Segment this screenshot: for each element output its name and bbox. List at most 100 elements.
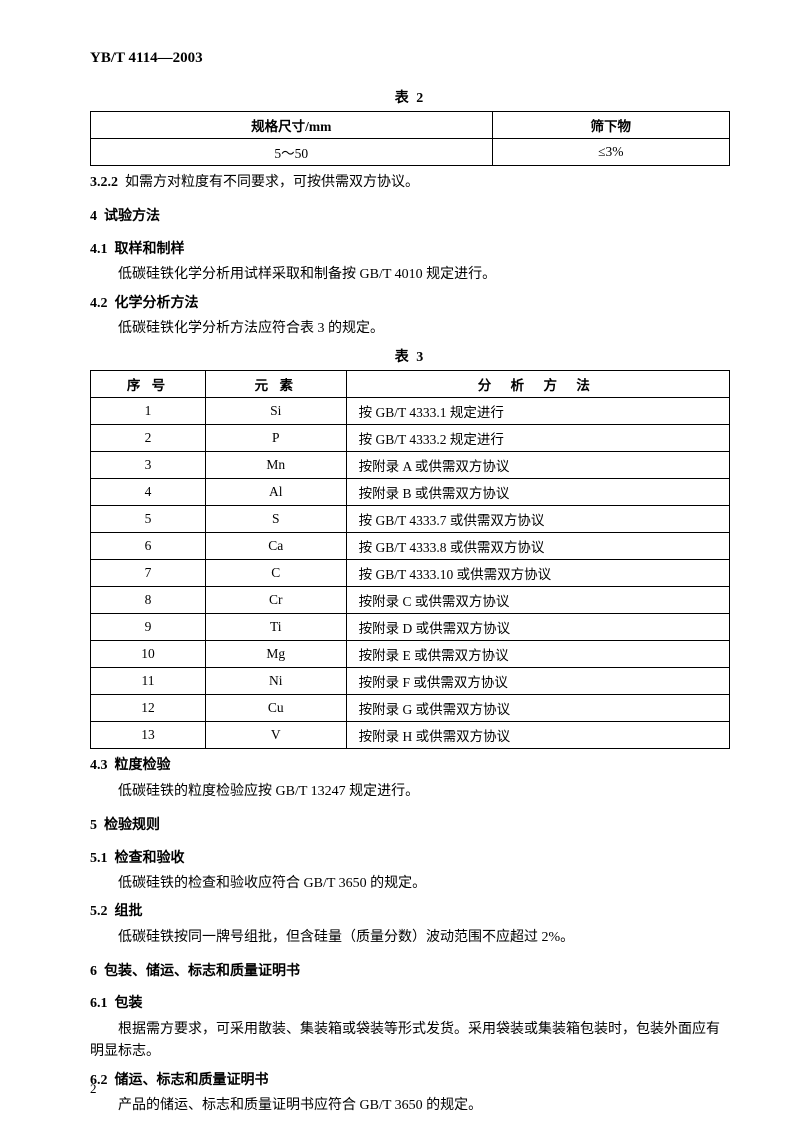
body-5-2: 低碳硅铁按同一牌号组批，但含硅量（质量分数）波动范围不应超过 2%。: [90, 927, 730, 949]
table3-method: 按附录 B 或供需双方协议: [346, 479, 729, 506]
table3-method: 按 GB/T 4333.8 或供需双方协议: [346, 533, 729, 560]
title-6-1: 包装: [115, 996, 143, 1011]
title-4-2: 化学分析方法: [115, 296, 199, 311]
sec-6: 6 包装、储运、标志和质量证明书: [90, 961, 730, 983]
sec-5-1: 5.1 检查和验收: [90, 848, 730, 870]
table3-elem: V: [206, 722, 347, 749]
table3-elem: Ca: [206, 533, 347, 560]
table-row: 8Cr按附录 C 或供需双方协议: [91, 587, 730, 614]
table3-col0: 序 号: [91, 371, 206, 398]
table-row: 10Mg按附录 E 或供需双方协议: [91, 641, 730, 668]
table3-elem: Mn: [206, 452, 347, 479]
table-row: 11Ni按附录 F 或供需双方协议: [91, 668, 730, 695]
body-4-1: 低碳硅铁化学分析用试样采取和制备按 GB/T 4010 规定进行。: [90, 264, 730, 286]
sec-6-2: 6.2 储运、标志和质量证明书: [90, 1070, 730, 1092]
sec-4: 4 试验方法: [90, 206, 730, 228]
table3-seq: 8: [91, 587, 206, 614]
body-4-2: 低碳硅铁化学分析方法应符合表 3 的规定。: [90, 318, 730, 340]
table3-elem: P: [206, 425, 347, 452]
num-5: 5: [90, 818, 97, 833]
table3-caption: 表 3: [90, 346, 730, 366]
table3-elem: Cr: [206, 587, 347, 614]
table3-elem: Si: [206, 398, 347, 425]
title-6-2: 储运、标志和质量证明书: [115, 1073, 269, 1088]
sec-5: 5 检验规则: [90, 815, 730, 837]
table3-elem: C: [206, 560, 347, 587]
table3-method: 按附录 D 或供需双方协议: [346, 614, 729, 641]
table3-elem: Cu: [206, 695, 347, 722]
para-3-2-2: 3.2.2 如需方对粒度有不同要求，可按供需双方协议。: [90, 172, 730, 194]
table3-method: 按附录 A 或供需双方协议: [346, 452, 729, 479]
table3-method: 按附录 H 或供需双方协议: [346, 722, 729, 749]
num-6: 6: [90, 964, 97, 979]
num-4-3: 4.3: [90, 758, 108, 773]
sec-4-1: 4.1 取样和制样: [90, 239, 730, 261]
table3-elem: Ni: [206, 668, 347, 695]
title-4: 试验方法: [104, 209, 160, 224]
title-4-3: 粒度检验: [115, 758, 171, 773]
title-5: 检验规则: [104, 818, 160, 833]
title-4-1: 取样和制样: [115, 242, 185, 257]
table3-method: 按附录 G 或供需双方协议: [346, 695, 729, 722]
title-6: 包装、储运、标志和质量证明书: [104, 964, 300, 979]
table-row: 12Cu按附录 G 或供需双方协议: [91, 695, 730, 722]
num-4-2: 4.2: [90, 296, 108, 311]
table3-method: 按 GB/T 4333.1 规定进行: [346, 398, 729, 425]
table3-seq: 6: [91, 533, 206, 560]
table2-cell-0-1: ≤3%: [492, 139, 729, 166]
table3-seq: 13: [91, 722, 206, 749]
table3-method: 按附录 F 或供需双方协议: [346, 668, 729, 695]
body-6-2: 产品的储运、标志和质量证明书应符合 GB/T 3650 的规定。: [90, 1095, 730, 1117]
table3-seq: 11: [91, 668, 206, 695]
table3-seq: 3: [91, 452, 206, 479]
body-6-1: 根据需方要求，可采用散装、集装箱或袋装等形式发货。采用袋装或集装箱包装时，包装外…: [90, 1019, 730, 1064]
table3-seq: 12: [91, 695, 206, 722]
table-row: 2P按 GB/T 4333.2 规定进行: [91, 425, 730, 452]
table3-method: 按 GB/T 4333.2 规定进行: [346, 425, 729, 452]
text-3-2-2: 如需方对粒度有不同要求，可按供需双方协议。: [125, 175, 419, 190]
table2-cell-0-0: 5～50: [91, 139, 493, 166]
table3-seq: 1: [91, 398, 206, 425]
table3-method: 按附录 C 或供需双方协议: [346, 587, 729, 614]
table-row: 1Si按 GB/T 4333.1 规定进行: [91, 398, 730, 425]
table3-seq: 4: [91, 479, 206, 506]
table3-method: 按 GB/T 4333.7 或供需双方协议: [346, 506, 729, 533]
table3-seq: 2: [91, 425, 206, 452]
table-row: 9Ti按附录 D 或供需双方协议: [91, 614, 730, 641]
table2-col1: 筛下物: [492, 112, 729, 139]
table3-seq: 5: [91, 506, 206, 533]
table-row: 4Al按附录 B 或供需双方协议: [91, 479, 730, 506]
table-row: 3Mn按附录 A 或供需双方协议: [91, 452, 730, 479]
table3-seq: 7: [91, 560, 206, 587]
body-5-1: 低碳硅铁的检查和验收应符合 GB/T 3650 的规定。: [90, 873, 730, 895]
num-6-1: 6.1: [90, 996, 108, 1011]
table-row: 5S按 GB/T 4333.7 或供需双方协议: [91, 506, 730, 533]
sec-4-2: 4.2 化学分析方法: [90, 293, 730, 315]
sec-5-2: 5.2 组批: [90, 901, 730, 923]
table3-col1: 元 素: [206, 371, 347, 398]
table2-col0: 规格尺寸/mm: [91, 112, 493, 139]
table3-col2: 分 析 方 法: [346, 371, 729, 398]
table3-elem: S: [206, 506, 347, 533]
num-5-2: 5.2: [90, 904, 108, 919]
table-row: 13V按附录 H 或供需双方协议: [91, 722, 730, 749]
table3-seq: 9: [91, 614, 206, 641]
table3-elem: Ti: [206, 614, 347, 641]
table2: 规格尺寸/mm 筛下物 5～50 ≤3%: [90, 111, 730, 166]
table3: 序 号 元 素 分 析 方 法 1Si按 GB/T 4333.1 规定进行2P按…: [90, 370, 730, 749]
table3-elem: Al: [206, 479, 347, 506]
sec-6-1: 6.1 包装: [90, 993, 730, 1015]
table3-seq: 10: [91, 641, 206, 668]
table-row: 6Ca按 GB/T 4333.8 或供需双方协议: [91, 533, 730, 560]
num-4-1: 4.1: [90, 242, 108, 257]
num-5-1: 5.1: [90, 851, 108, 866]
table3-method: 按 GB/T 4333.10 或供需双方协议: [346, 560, 729, 587]
doc-header: YB/T 4114—2003: [90, 50, 730, 67]
table3-method: 按附录 E 或供需双方协议: [346, 641, 729, 668]
num-3-2-2: 3.2.2: [90, 175, 118, 190]
num-4: 4: [90, 209, 97, 224]
page-number: 2: [90, 1081, 97, 1097]
table3-elem: Mg: [206, 641, 347, 668]
table-row: 7C按 GB/T 4333.10 或供需双方协议: [91, 560, 730, 587]
title-5-2: 组批: [115, 904, 143, 919]
